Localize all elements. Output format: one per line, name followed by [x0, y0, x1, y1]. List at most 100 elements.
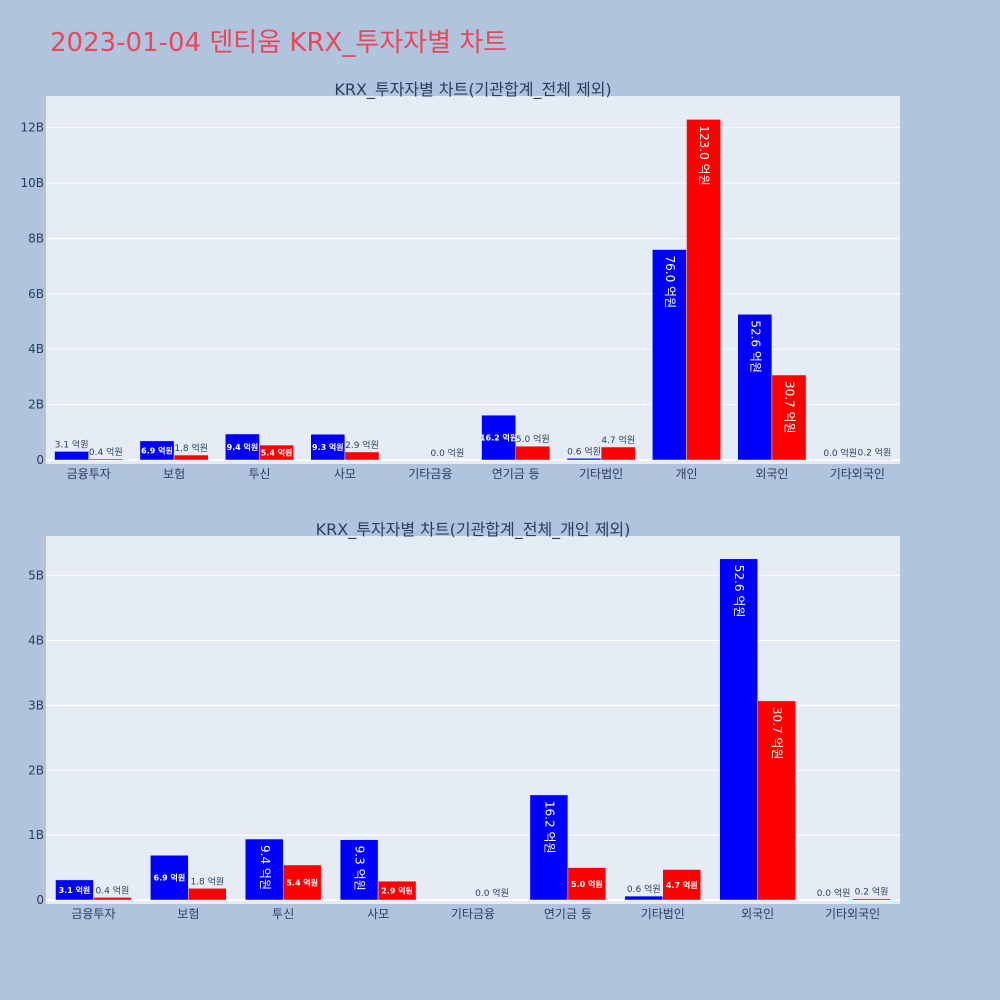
- data-label: 2.9 억원: [381, 886, 413, 896]
- x-tick-label: 기타법인: [641, 907, 685, 921]
- bar-buy-투신: [245, 838, 284, 901]
- data-label: 123.0 억원: [697, 125, 711, 185]
- bar-sell-투신: [282, 864, 322, 901]
- y-tick-label: 3B: [28, 698, 44, 712]
- bar-sell-금융투자: [93, 897, 132, 901]
- x-tick-label: 보험: [163, 467, 185, 481]
- data-label: 0.2 억원: [855, 886, 889, 898]
- x-tick-label: 기타외국인: [830, 467, 885, 481]
- bar-sell-기타법인: [600, 446, 636, 461]
- bar-sell-투신: [259, 444, 294, 461]
- data-label: 9.4 억원: [227, 442, 259, 452]
- bar-buy-금융투자: [54, 451, 89, 461]
- data-label: 0.0 억원: [431, 447, 465, 459]
- bar-buy-투신: [225, 433, 260, 461]
- y-tick-label: 5B: [28, 569, 44, 583]
- bar-buy-개인: [652, 249, 687, 461]
- data-label: 0.4 억원: [96, 884, 130, 896]
- y-tick-label: 4B: [28, 342, 44, 356]
- data-label: 4.7 억원: [601, 434, 635, 446]
- bar-buy-연기금-등: [481, 414, 516, 461]
- data-label: 0.0 억원: [475, 887, 509, 899]
- bar-sell-기타외국인: [857, 459, 892, 461]
- data-label: 1.8 억원: [190, 875, 224, 887]
- x-tick-label: 사모: [334, 467, 356, 481]
- bar-buy-외국인: [719, 558, 758, 901]
- y-tick-label: 0: [36, 453, 44, 467]
- x-tick-label: 금융투자: [71, 907, 115, 921]
- bar-sell-연기금-등: [567, 867, 607, 901]
- bar-buy-보험: [150, 854, 189, 901]
- data-label: 5.4 억원: [286, 877, 318, 887]
- data-label: 5.0 억원: [571, 879, 603, 889]
- y-tick-label: 2B: [28, 763, 44, 777]
- bar-buy-사모: [339, 839, 379, 901]
- bar-sell-보험: [188, 888, 227, 901]
- x-tick-label: 사모: [367, 907, 389, 921]
- bar-sell-사모: [377, 880, 417, 901]
- bar-sell-금융투자: [88, 458, 124, 461]
- x-tick-label: 기타금융: [408, 467, 452, 481]
- bar-sell-외국인: [757, 700, 796, 901]
- page-title: 2023-01-04 덴티움 KRX_투자자별 차트: [50, 28, 508, 58]
- data-label: 0.6 억원: [627, 883, 661, 895]
- y-tick-label: 10B: [20, 176, 44, 190]
- chart-2: 0 1B 2B 3B 4B 5B KRX_투자자별 차트(기관합계_전체_개인 제외) 금융투…: [28, 520, 900, 921]
- y-tick-label: 12B: [20, 121, 44, 135]
- data-label: 5.0 억원: [516, 433, 550, 445]
- bar-sell-기타법인: [662, 869, 701, 901]
- bar-buy-기타법인: [566, 458, 602, 461]
- data-label: 16.2 억원: [542, 801, 556, 854]
- bar-buy-외국인: [737, 314, 773, 461]
- data-label: 30.7 억원: [770, 707, 784, 760]
- bar-buy-금융투자: [55, 879, 94, 901]
- x-tick-label: 금융투자: [67, 467, 111, 481]
- data-label: 3.1 억원: [55, 438, 89, 450]
- data-label: 5.4 억원: [261, 448, 293, 458]
- y-tick-label: 8B: [28, 231, 44, 245]
- data-label: 16.2 억원: [480, 433, 517, 443]
- bar-buy-기타법인: [624, 895, 664, 901]
- data-label: 52.6 억원: [732, 565, 746, 618]
- bar-sell-외국인: [771, 374, 807, 461]
- x-tick-label: 투신: [272, 907, 294, 921]
- bar-sell-연기금-등: [515, 445, 551, 461]
- x-tick-label: 보험: [177, 907, 199, 921]
- y-tick-label: 1B: [28, 828, 44, 842]
- x-tick-label: 외국인: [741, 907, 774, 921]
- data-label: 52.6 억원: [748, 320, 762, 373]
- data-label: 0.0 억원: [823, 447, 857, 459]
- x-tick-label: 기타법인: [579, 467, 623, 481]
- x-tick-label: 연기금 등: [492, 467, 540, 481]
- data-label: 9.4 억원: [258, 845, 272, 890]
- chart-title: KRX_투자자별 차트(기관합계_전체_개인 제외): [316, 520, 631, 540]
- data-label: 0.6 억원: [567, 445, 601, 457]
- x-tick-label: 기타금융: [451, 907, 495, 921]
- chart-1: 0 2B 4B 6B 8B 10B 12B KRX_투자자별 차트(기관합계_전체 제외) 금융…: [20, 80, 900, 481]
- data-label: 0.0 억원: [817, 887, 851, 899]
- bar-buy-사모: [310, 433, 346, 461]
- data-label: 4.7 억원: [666, 880, 698, 890]
- data-label: 3.1 억원: [59, 885, 91, 895]
- data-label: 0.4 억원: [89, 446, 123, 458]
- y-tick-label: 6B: [28, 287, 44, 301]
- x-tick-label: 기타외국인: [825, 907, 880, 921]
- bar-sell-기타외국인: [852, 898, 891, 901]
- data-label: 0.2 억원: [858, 446, 892, 458]
- bar-sell-사모: [344, 451, 380, 461]
- data-label: 76.0 억원: [663, 256, 677, 309]
- bar-buy-보험: [139, 440, 175, 461]
- y-tick-label: 4B: [28, 634, 44, 648]
- data-label: 30.7 억원: [782, 381, 796, 434]
- x-tick-label: 투신: [248, 467, 270, 481]
- chart-title: KRX_투자자별 차트(기관합계_전체 제외): [334, 80, 611, 100]
- data-label: 6.9 억원: [141, 445, 173, 455]
- x-tick-label: 외국인: [755, 467, 788, 481]
- y-tick-label: 0: [36, 893, 44, 907]
- bar-sell-개인: [686, 119, 721, 461]
- y-tick-label: 2B: [28, 398, 44, 412]
- x-tick-label: 개인: [675, 467, 697, 481]
- data-label: 1.8 억원: [174, 442, 208, 454]
